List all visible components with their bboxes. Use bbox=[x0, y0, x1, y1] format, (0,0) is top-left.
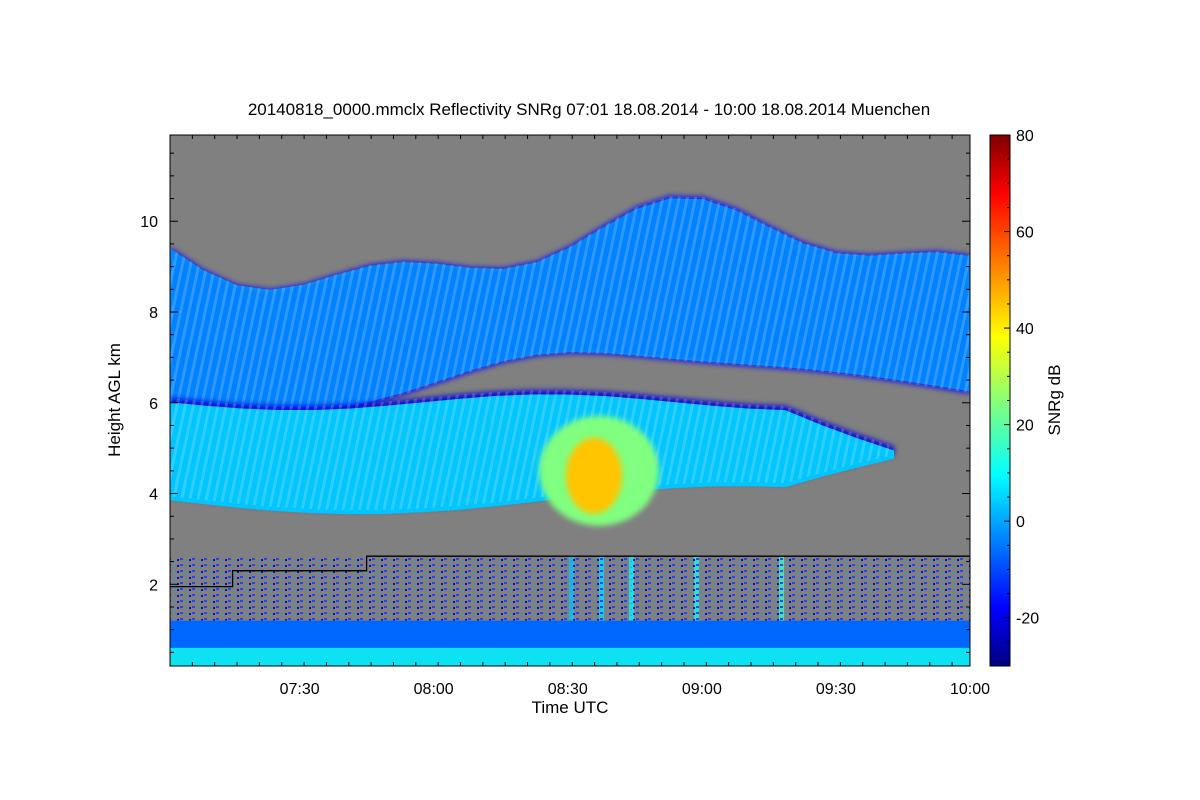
boundary-near-ground bbox=[170, 647, 970, 666]
upper-cloud-layer bbox=[170, 196, 970, 418]
colorbar-tick-label: 80 bbox=[1016, 128, 1034, 145]
x-axis-label: Time UTC bbox=[532, 698, 609, 717]
x-tick-label: 08:00 bbox=[414, 681, 454, 698]
echo-field bbox=[170, 196, 970, 666]
mid-cloud-peak bbox=[566, 437, 623, 514]
plot-area bbox=[169, 134, 971, 667]
colorbar-tick-label: 0 bbox=[1016, 514, 1025, 531]
upper-cloud-texture bbox=[170, 196, 970, 418]
plot-frame bbox=[169, 134, 971, 667]
mid-cloud-layer bbox=[170, 390, 894, 666]
y-tick-label: 2 bbox=[149, 577, 158, 594]
y-axis-label: Height AGL km bbox=[105, 343, 124, 457]
y-tick-label: 10 bbox=[140, 214, 158, 231]
colorbar-tick-label: 60 bbox=[1016, 225, 1034, 242]
mid-cloud-texture bbox=[170, 390, 894, 511]
chart-title: 20140818_0000.mmclx Reflectivity SNRg 07… bbox=[248, 100, 930, 119]
colorbar: -20 0 20 40 60 80 SNRg dB bbox=[989, 128, 1064, 667]
x-axis: 07:30 08:00 08:30 09:00 09:30 10:00 bbox=[169, 135, 990, 698]
y-tick-label: 8 bbox=[149, 305, 158, 322]
x-tick-label: 09:00 bbox=[682, 681, 722, 698]
x-tick-label: 09:30 bbox=[816, 681, 856, 698]
x-tick-label: 10:00 bbox=[950, 681, 990, 698]
colorbar-ticks: -20 0 20 40 60 80 bbox=[1004, 128, 1039, 667]
boundary-noise bbox=[170, 557, 970, 621]
boundary-layer-echoes bbox=[170, 557, 970, 666]
y-tick-label: 4 bbox=[149, 487, 158, 504]
x-tick-label: 07:30 bbox=[280, 681, 320, 698]
y-axis: 2 4 6 8 10 bbox=[140, 152, 970, 653]
x-tick-label: 08:30 bbox=[548, 681, 588, 698]
reference-line bbox=[170, 555, 970, 588]
colorbar-tick-label: -20 bbox=[1016, 611, 1039, 628]
y-tick-label: 6 bbox=[149, 396, 158, 413]
colorbar-tick-label: 20 bbox=[1016, 418, 1034, 435]
colorbar-label: SNRg dB bbox=[1045, 365, 1064, 436]
colorbar-tick-label: 40 bbox=[1016, 321, 1034, 338]
